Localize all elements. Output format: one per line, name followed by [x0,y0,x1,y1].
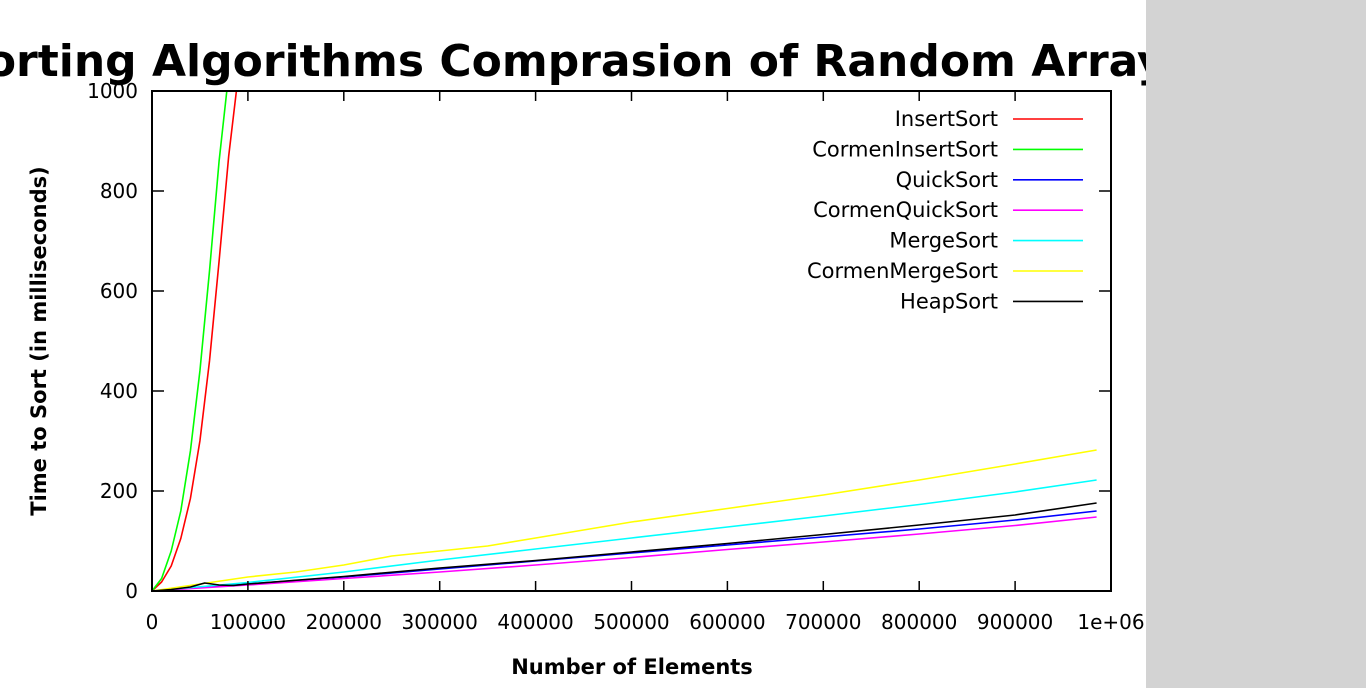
y-tick-label: 200 [100,479,138,503]
x-tick-label: 600000 [689,610,765,634]
legend-label: MergeSort [889,229,998,253]
series-line-mergesort [152,479,1097,591]
x-tick-label: 700000 [785,610,861,634]
x-tick-label: 100000 [210,610,286,634]
ticks-layer [151,90,1112,592]
series-line-cormeninsertsort [152,91,228,591]
y-tick-label: 600 [100,279,138,303]
legend-label: QuickSort [896,168,998,192]
line-chart: 0 100000 200000 300000 400000 500000 600000 700… [0,36,1146,679]
x-tick-label: 300000 [402,610,478,634]
legend: InsertSort CormenInsertSort QuickSort Corme… [807,107,1083,313]
x-tick-label: 200000 [306,610,382,634]
legend-label: InsertSort [895,107,998,131]
tick-labels-layer: 0 100000 200000 300000 400000 500000 600000 700… [87,79,1145,634]
x-tick-label: 500000 [593,610,669,634]
y-axis-title: Time to Sort (in milliseconds) [27,166,51,515]
plot-frame [151,90,1112,592]
y-tick-label: 400 [100,379,138,403]
y-tick-label: 0 [125,579,138,603]
series-line-heapsort [152,502,1097,591]
x-tick-label: 900000 [977,610,1053,634]
x-axis-title: Number of Elements [511,655,753,679]
legend-label: CormenMergeSort [807,259,998,283]
curves-layer [152,91,1097,591]
empty-background-panel [1146,0,1366,688]
chart-title: Sorting Algorithms Comprasion of Random … [0,36,1146,87]
series-line-cormenquicksort [152,516,1097,591]
series-line-cormenmergesort [152,449,1097,591]
y-tick-label: 800 [100,179,138,203]
legend-label: CormenQuickSort [813,198,998,222]
chart-canvas: 0 100000 200000 300000 400000 500000 600000 700… [0,0,1146,688]
legend-label: HeapSort [900,289,998,313]
legend-label: CormenInsertSort [812,137,998,161]
x-tick-label: 800000 [881,610,957,634]
x-tick-label: 400000 [497,610,573,634]
y-tick-label: 1000 [87,79,138,103]
x-tick-label: 1e+06 [1077,610,1144,634]
x-tick-label: 0 [146,610,159,634]
series-line-insertsort [152,91,238,591]
